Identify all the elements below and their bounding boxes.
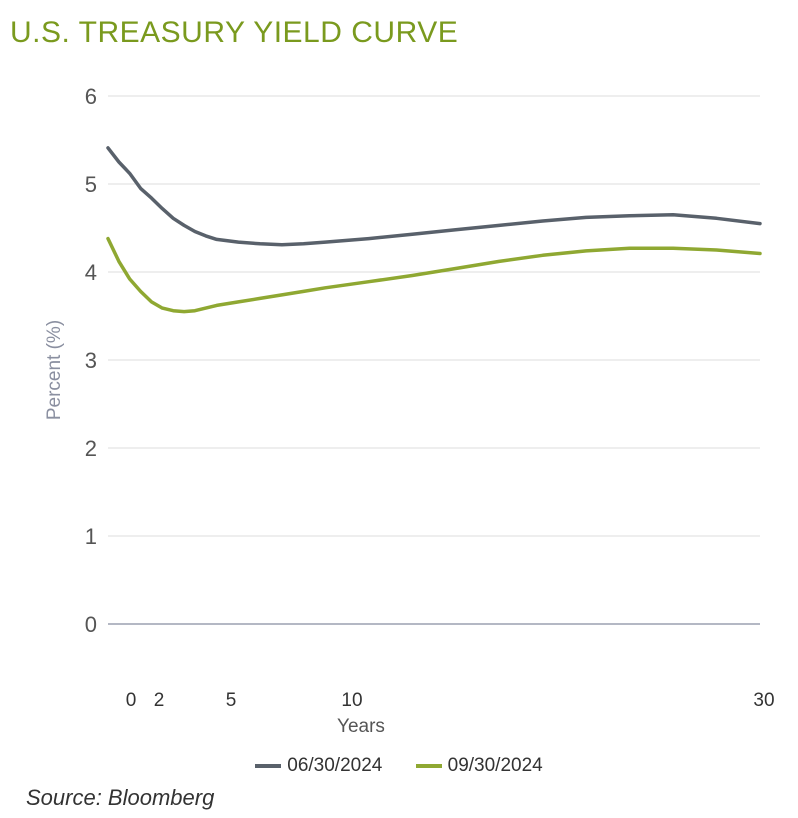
y-tick-label: 6 [85,84,97,109]
series-lines [106,146,762,314]
gridlines [108,95,760,625]
x-tick-label: 5 [226,690,237,711]
source-note: Source: Bloomberg [26,785,215,810]
legend: 06/30/2024 09/30/2024 [0,752,798,777]
legend-swatch-series-1 [255,764,282,768]
x-tick-label: 10 [341,690,362,711]
y-tick-label: 4 [85,260,97,285]
x-axis-label: Years [337,716,385,737]
x-tick-label: 0 [126,690,137,711]
x-tick-label: 2 [154,690,165,711]
y-tick-label: 1 [85,524,97,549]
series-line-2 [106,236,762,314]
y-tick-label: 5 [85,172,97,197]
legend-label-series-1: 06/30/2024 [287,755,383,776]
x-tick-label: 30 [753,690,774,711]
y-tick-labels: 0 1 2 3 4 5 6 [85,84,97,637]
chart-title: U.S. TREASURY YIELD CURVE [10,16,459,49]
y-axis-label: Percent (%) [44,320,65,420]
legend-item-series-2: 09/30/2024 [415,755,543,777]
x-tick-labels: 0 2 5 10 30 [126,690,775,711]
series-line-1 [106,146,762,247]
y-tick-label: 3 [85,348,97,373]
legend-swatch-series-2 [415,764,442,768]
legend-item-series-1: 06/30/2024 [255,755,382,777]
y-tick-label: 0 [85,612,97,637]
y-tick-label: 2 [85,436,97,461]
legend-label-series-2: 09/30/2024 [447,755,543,776]
